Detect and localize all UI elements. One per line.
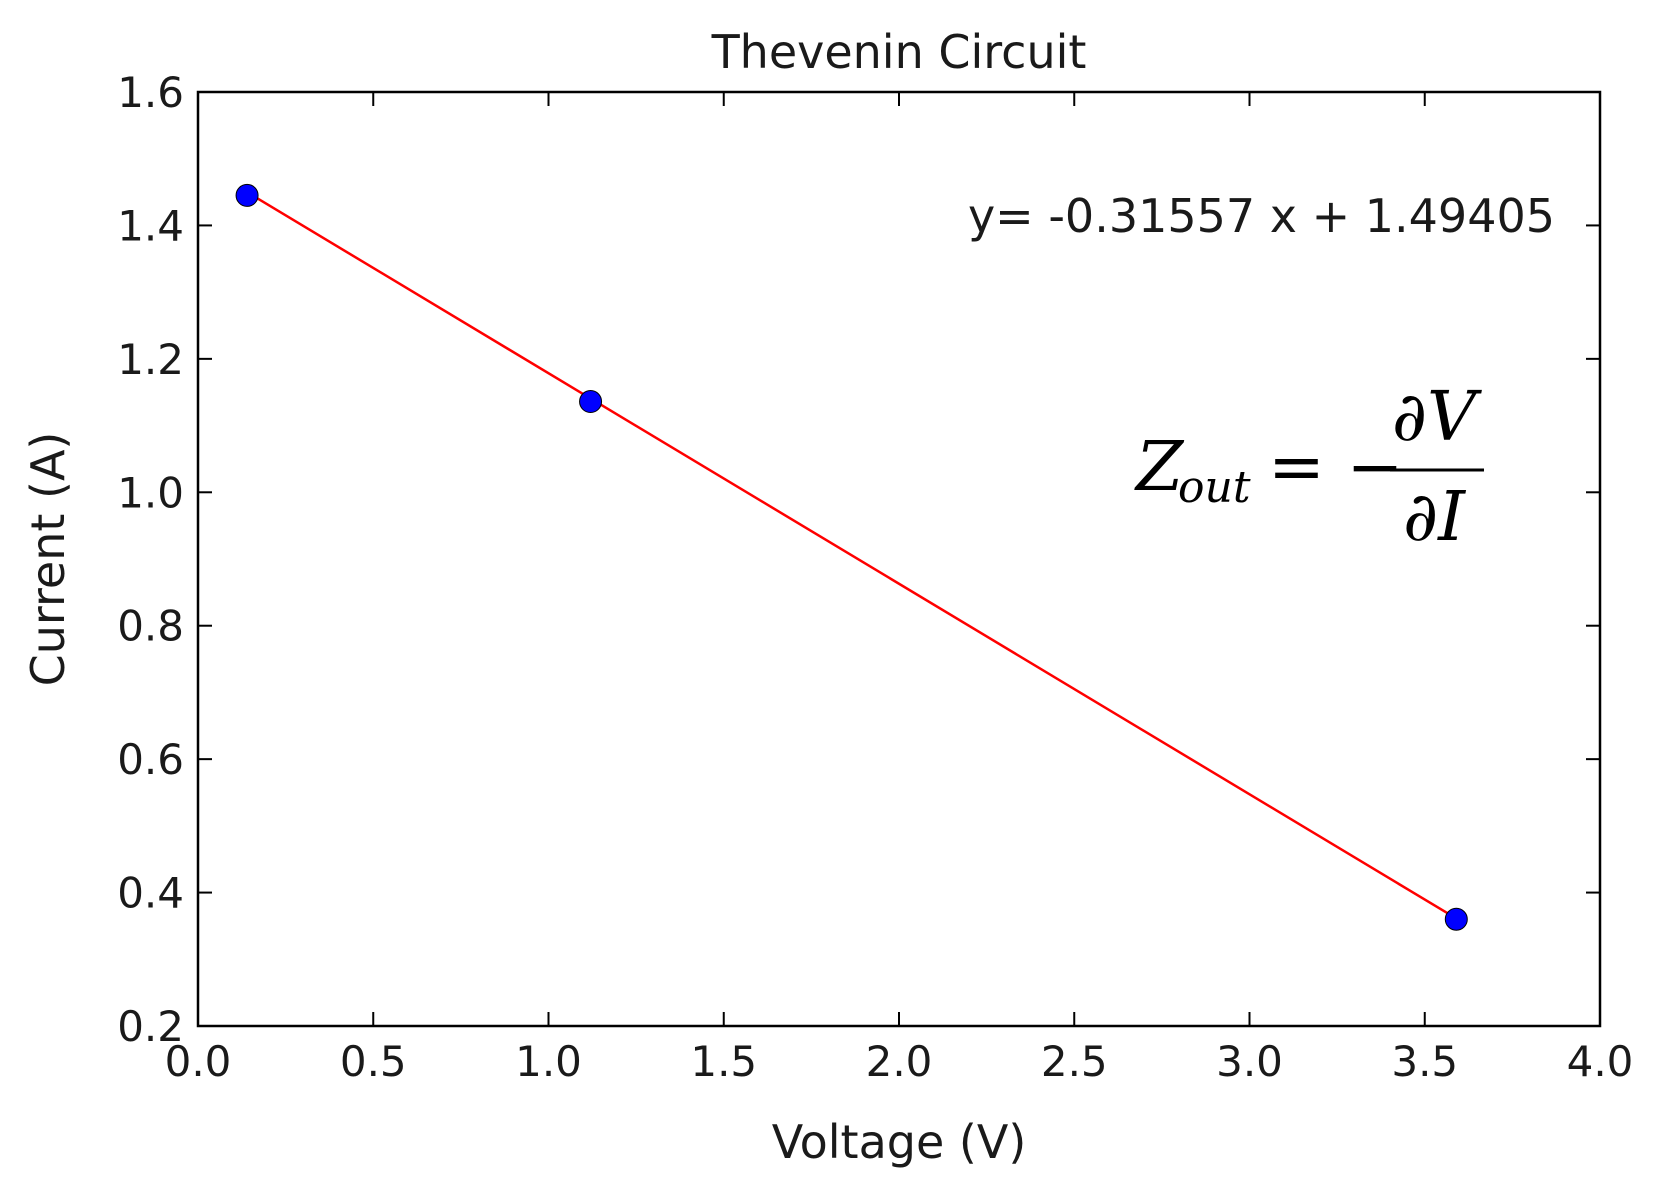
y-tick-label: 1.6 [117,68,184,117]
y-tick-label: 0.4 [117,869,184,918]
data-point [1444,907,1468,931]
x-tick-label: 1.0 [515,1037,582,1086]
y-tick-label: 1.4 [117,201,184,250]
x-axis-label: Voltage (V) [772,1115,1027,1169]
formula-lhs: Z [1134,428,1185,507]
formula-subscript: out [1178,462,1251,513]
y-tick-label: 0.6 [117,735,184,784]
linear-fit-line [246,191,1457,920]
axis-ticks: 0.0 0.5 1.0 1.5 2.0 2.5 3.0 3.5 4.0 0.2 0.4 0.6 0.8 1… [117,68,1633,1086]
x-tick-label: 0.5 [340,1037,407,1086]
plot-background [198,92,1600,1026]
plot-frame [196,90,1602,1028]
formula-equals-minus: = − [1268,428,1404,507]
x-tick-label: 3.0 [1216,1037,1283,1086]
y-tick-label: 0.8 [117,602,184,651]
data-point [235,183,259,207]
data-point [579,390,603,414]
chart-title: Thevenin Circuit [711,25,1087,79]
x-tick-label: 4.0 [1567,1037,1634,1086]
x-tick-label: 2.5 [1041,1037,1108,1086]
x-tick-label: 0.0 [165,1037,232,1086]
fit-line-group [246,191,1457,920]
y-tick-label: 1.2 [117,335,184,384]
output-impedance-formula: Z out = − ∂V ∂I [1134,378,1484,557]
x-tick-label: 1.5 [690,1037,757,1086]
x-tick-label: 3.5 [1391,1037,1458,1086]
data-points [235,183,1468,931]
y-axis-label: Current (A) [21,432,75,687]
formula-denominator: ∂I [1403,478,1466,557]
y-tick-label: 0.2 [117,1002,184,1051]
fit-equation-annotation: y= -0.31557 x + 1.49405 [968,189,1555,243]
formula-numerator: ∂V [1392,378,1482,457]
x-tick-label: 2.0 [866,1037,933,1086]
y-tick-label: 1.0 [117,468,184,517]
